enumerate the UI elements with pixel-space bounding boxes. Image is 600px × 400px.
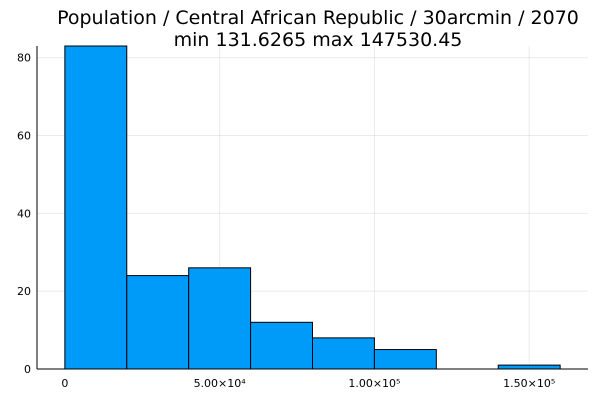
histogram-bar [312, 337, 375, 370]
axes [36, 46, 588, 370]
histogram-bar [250, 321, 313, 370]
histogram-bars [64, 45, 561, 370]
y-tick-label: 80 [17, 52, 31, 65]
y-tick-label: 40 [17, 207, 31, 220]
x-tick-label: 5.00×10⁴ [194, 377, 247, 390]
y-tick-label: 0 [24, 363, 31, 376]
x-tick-label: 0 [61, 377, 68, 390]
chart-title: Population / Central African Republic / … [57, 7, 579, 29]
x-tick-label: 1.50×10⁵ [503, 377, 555, 390]
histogram-bar [188, 267, 252, 370]
histogram-bar [373, 349, 437, 370]
x-tick-label: 1.00×10⁵ [348, 377, 400, 390]
y-tick-label: 20 [17, 285, 31, 298]
x-tick-labels: 0 5.00×10⁴ 1.00×10⁵ 1.50×10⁵ [61, 377, 555, 390]
y-tick-label: 60 [17, 130, 31, 143]
histogram-bar [64, 45, 128, 370]
histogram-bar [126, 275, 190, 370]
chart-subtitle: min 131.6265 max 147530.45 [174, 29, 463, 51]
histogram-bar [497, 364, 561, 370]
y-tick-labels: 0 20 40 60 80 [17, 52, 31, 376]
